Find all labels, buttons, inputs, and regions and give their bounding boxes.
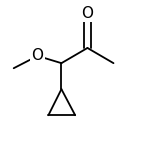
Text: O: O — [81, 6, 93, 21]
Text: O: O — [32, 48, 44, 63]
